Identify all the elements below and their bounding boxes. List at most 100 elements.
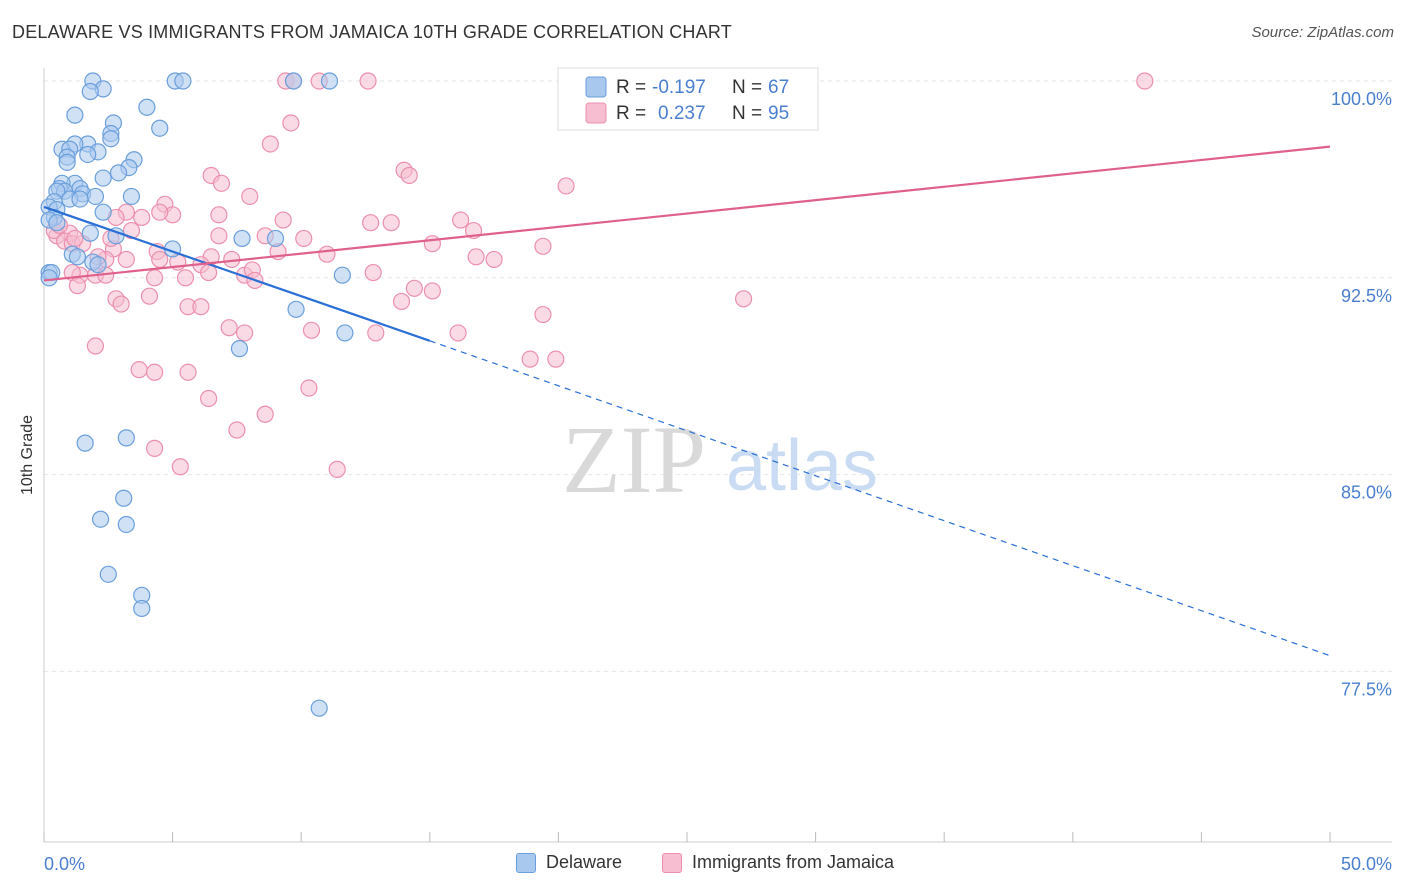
jamaica-point [212, 174, 231, 192]
delaware-point [94, 169, 112, 187]
jamaica-point [282, 114, 300, 132]
jamaica-point [557, 177, 575, 195]
watermark-zip: ZIP [562, 406, 706, 513]
delaware-point [287, 300, 305, 318]
jamaica-point [112, 295, 130, 313]
x-tick-labels: 0.0% 50.0% [44, 854, 1392, 874]
jamaica-point [300, 379, 318, 397]
jamaica-point [145, 439, 164, 457]
delaware-point [336, 324, 354, 342]
jamaica-point [66, 229, 84, 248]
delaware-point [76, 434, 94, 452]
delaware-point [91, 510, 110, 528]
delaware-point [133, 599, 151, 618]
jamaica-point [145, 269, 164, 287]
legend-swatch-delaware [585, 76, 607, 98]
jamaica-point [382, 214, 400, 232]
delaware-point [71, 190, 89, 208]
jamaica-point [117, 250, 135, 269]
jamaica-point [241, 187, 259, 206]
source-label: Source: ZipAtlas.com [1251, 24, 1394, 41]
x-tick-label: 0.0% [44, 854, 85, 874]
delaware-point [68, 248, 87, 266]
jamaica-point [405, 279, 423, 297]
delaware-point [58, 153, 76, 171]
y-tick-label: 92.5% [1341, 286, 1392, 306]
jamaica-point [534, 237, 552, 255]
delaware-point [79, 145, 97, 164]
delaware-point [122, 187, 141, 206]
delaware-point [86, 187, 105, 206]
jamaica-point [274, 211, 292, 229]
delaware-point [174, 72, 192, 90]
delaware-point [138, 98, 156, 116]
jamaica-point [151, 250, 169, 269]
y-tick-labels: 100.0% 92.5% 85.0% 77.5% [1331, 89, 1392, 699]
legend-n-label-delaware: N = [732, 77, 762, 98]
data-points [40, 72, 1154, 717]
jamaica-point [328, 460, 346, 478]
delaware-trendline-extension [429, 340, 1331, 657]
legend-r-value-delaware: -0.197 [652, 77, 706, 98]
jamaica-point [392, 292, 411, 311]
delaware-point [48, 214, 66, 232]
jamaica-point [521, 350, 539, 368]
legend-r-label-delaware: R = [616, 77, 646, 98]
jamaica-point [400, 166, 418, 185]
delaware-point [94, 203, 112, 221]
jamaica-point [367, 324, 385, 342]
y-tick-label: 77.5% [1341, 679, 1392, 699]
legend-n-value-delaware: 67 [768, 77, 789, 98]
jamaica-point [220, 319, 238, 337]
trendlines [43, 145, 1331, 657]
legend-bottom: Delaware Immigrants from Jamaica [0, 852, 1406, 878]
delaware-point [310, 699, 328, 717]
delaware-point [117, 429, 135, 447]
legend-r-label-jamaica: R = [616, 103, 646, 124]
jamaica-point [256, 405, 274, 423]
jamaica-point [140, 287, 159, 305]
delaware-point [233, 229, 251, 248]
legend-swatch-jamaica [662, 852, 682, 873]
jamaica-point [302, 321, 321, 339]
jamaica-point [485, 250, 503, 269]
jamaica-point [86, 337, 105, 355]
legend-label-delaware: Delaware [546, 852, 623, 872]
legend-top: R = -0.197 N = 67 R = 0.237 N = 95 [557, 67, 819, 131]
jamaica-point [547, 350, 565, 368]
legend-n-label-jamaica: N = [732, 103, 762, 124]
y-tick-label: 100.0% [1331, 89, 1392, 109]
jamaica-point [1136, 72, 1154, 90]
delaware-point [284, 72, 303, 90]
jamaica-point [192, 298, 210, 316]
jamaica-trendline [43, 145, 1331, 282]
legend-r-value-jamaica: 0.237 [658, 103, 706, 124]
delaware-point [230, 340, 249, 358]
jamaica-point [261, 135, 279, 153]
jamaica-point [364, 263, 382, 282]
jamaica-point [145, 363, 164, 381]
delaware-point [115, 489, 133, 507]
gridlines [44, 80, 1392, 672]
jamaica-point [179, 363, 197, 381]
delaware-point [81, 82, 99, 101]
jamaica-point [171, 458, 189, 476]
delaware-point [81, 224, 99, 242]
jamaica-point [452, 211, 470, 229]
x-tick-label: 50.0% [1341, 854, 1392, 874]
chart-title: DELAWARE VS IMMIGRANTS FROM JAMAICA 10TH… [12, 22, 732, 42]
axes [43, 68, 1392, 843]
jamaica-point [228, 421, 246, 439]
jamaica-point [130, 361, 148, 379]
jamaica-point [200, 389, 218, 408]
legend-item-delaware: Delaware [516, 852, 622, 873]
delaware-point [117, 515, 135, 534]
jamaica-point [362, 214, 380, 232]
delaware-point [151, 119, 169, 137]
delaware-point [40, 269, 58, 287]
jamaica-point [151, 203, 169, 221]
legend-item-jamaica: Immigrants from Jamaica [662, 852, 894, 873]
jamaica-point [467, 248, 485, 266]
jamaica-point [210, 206, 228, 224]
delaware-point [66, 106, 84, 124]
